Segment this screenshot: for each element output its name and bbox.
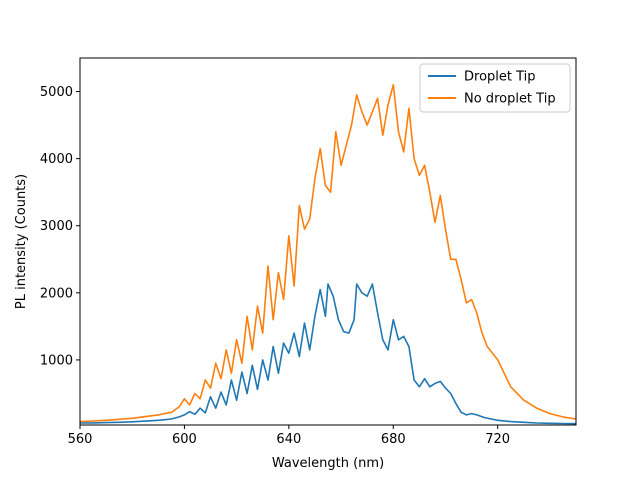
y-tick-label: 5000: [40, 85, 73, 100]
y-tick-label: 4000: [40, 152, 73, 167]
plot-lines: [79, 84, 577, 425]
x-axis-ticks: 560 600 640 680 720: [68, 425, 510, 447]
x-axis-label: Wavelength (nm): [272, 456, 384, 471]
series-line-droplet-tip: [79, 283, 577, 425]
x-tick-label: 680: [381, 432, 406, 447]
y-tick-label: 1000: [40, 353, 73, 368]
legend: Droplet Tip No droplet Tip: [419, 63, 571, 113]
legend-box: [419, 63, 571, 113]
x-tick-label: 640: [276, 432, 301, 447]
y-axis-label: PL intensity (Counts): [14, 174, 29, 309]
x-tick-label: 560: [68, 432, 93, 447]
legend-label-no-droplet-tip: No droplet Tip: [464, 92, 556, 107]
x-tick-label: 720: [485, 432, 510, 447]
series-line-no-droplet-tip: [79, 84, 577, 423]
y-tick-label: 2000: [40, 286, 73, 301]
y-axis-ticks: 1000 2000 3000 4000 5000: [40, 85, 80, 368]
x-tick-label: 600: [172, 432, 197, 447]
legend-label-droplet-tip: Droplet Tip: [464, 70, 536, 85]
plot-frame: [79, 57, 577, 426]
y-tick-label: 3000: [40, 219, 73, 234]
